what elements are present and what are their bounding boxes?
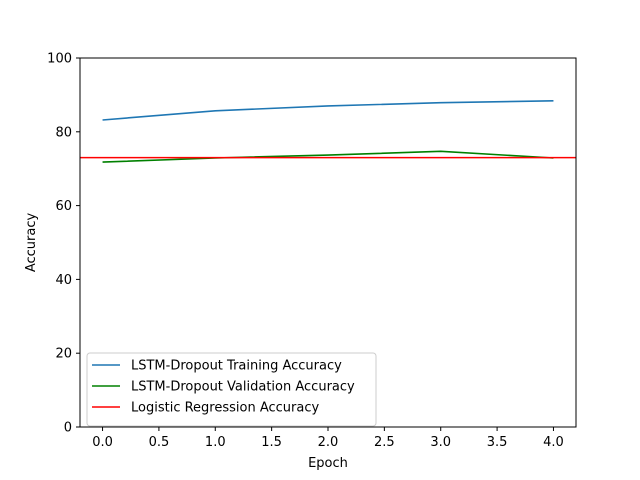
legend-label-1: LSTM-Dropout Training Accuracy xyxy=(131,359,342,374)
x-tick-label: 4.0 xyxy=(543,435,564,450)
legend-box xyxy=(86,352,377,427)
y-tick-label: 40 xyxy=(55,273,72,288)
y-tick-label: 100 xyxy=(47,52,72,67)
x-tick-label: 2.0 xyxy=(318,435,339,450)
legend-label-3: Logistic Regression Accuracy xyxy=(131,401,319,416)
series-layer xyxy=(80,100,576,163)
x-tick-label: 0.0 xyxy=(92,435,113,450)
x-axis-label: Epoch xyxy=(308,456,348,471)
x-tick-label: 0.5 xyxy=(149,435,170,450)
x-tick-label: 1.5 xyxy=(261,435,282,450)
x-tick-label: 1.0 xyxy=(205,435,226,450)
y-tick-label: 60 xyxy=(55,199,72,214)
y-axis-label: Accuracy xyxy=(24,213,39,273)
y-tick-label: 80 xyxy=(55,125,72,140)
series-line-1 xyxy=(102,100,554,121)
legend: LSTM-Dropout Training Accuracy LSTM-Dropo… xyxy=(86,352,377,427)
legend-label-2: LSTM-Dropout Validation Accuracy xyxy=(131,380,355,395)
x-tick-label: 3.0 xyxy=(430,435,451,450)
ticks-layer: 0.0 0.5 1.0 1.5 2.0 2.5 3.0 3.5 4.0 0 20 40 60 80 100 xyxy=(47,52,564,451)
y-tick-label: 0 xyxy=(64,421,72,436)
x-tick-label: 2.5 xyxy=(374,435,395,450)
y-tick-label: 20 xyxy=(55,347,72,362)
x-tick-label: 3.5 xyxy=(487,435,508,450)
series-line-2 xyxy=(102,150,554,163)
